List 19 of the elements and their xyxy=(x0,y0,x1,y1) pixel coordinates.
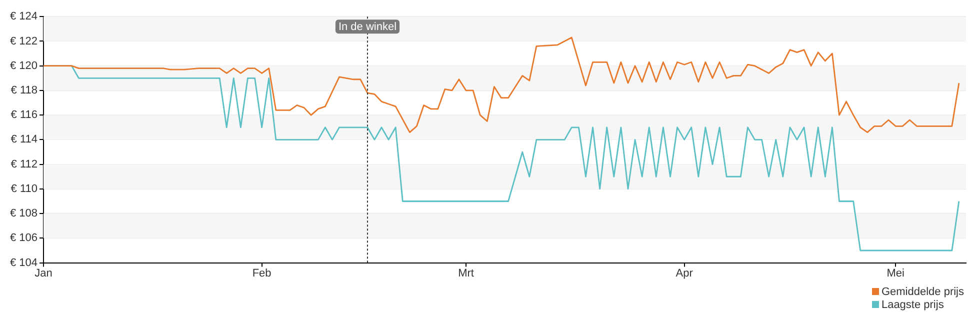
y-tick-label: € 114 xyxy=(10,134,38,146)
legend-label: Laagste prijs xyxy=(881,299,944,311)
x-tick-label: Mrt xyxy=(458,267,474,280)
ref-line-label: In de winkel xyxy=(338,21,397,34)
x-tick-label: Mei xyxy=(886,267,904,280)
y-tick-label: € 104 xyxy=(10,256,38,269)
legend-label: Gemiddelde prijs xyxy=(881,286,964,298)
y-tick-label: € 108 xyxy=(10,208,38,220)
y-tick-label: € 116 xyxy=(10,109,38,122)
x-tick-label: Feb xyxy=(252,267,272,280)
y-tick-label: € 110 xyxy=(10,182,38,195)
y-tick-label: € 120 xyxy=(10,60,38,72)
y-tick-label: € 106 xyxy=(10,232,38,244)
y-tick-label: € 112 xyxy=(10,158,38,170)
x-tick-label: Jan xyxy=(34,267,52,280)
x-tick-label: Apr xyxy=(676,267,694,280)
y-tick-label: € 122 xyxy=(10,35,38,48)
y-tick-label: € 124 xyxy=(10,10,38,23)
y-tick-label: € 118 xyxy=(10,84,38,96)
